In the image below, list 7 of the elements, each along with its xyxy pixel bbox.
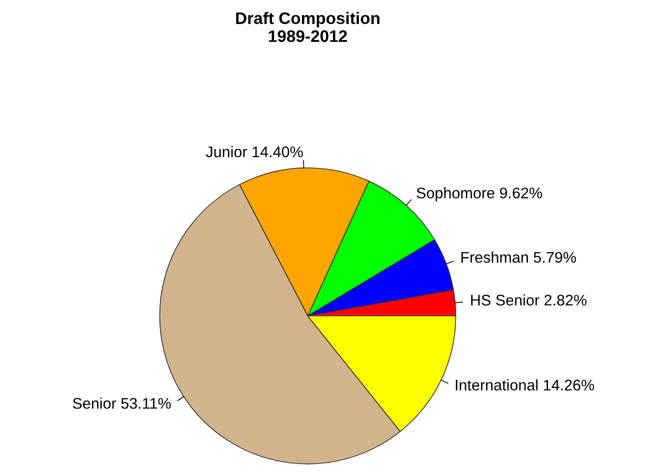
slice-label: International 14.26% [456, 379, 594, 390]
slice-label: Junior 14.40% [206, 146, 303, 158]
slice-label: Senior 53.11% [72, 398, 171, 409]
slice-label: Freshman 5.79% [461, 252, 576, 263]
slice-label: Sophomore 9.62% [416, 187, 542, 202]
slice-label: HS Senior 2.82% [471, 294, 587, 306]
chart-title: Draft Composition 1989-2012 [236, 12, 380, 42]
